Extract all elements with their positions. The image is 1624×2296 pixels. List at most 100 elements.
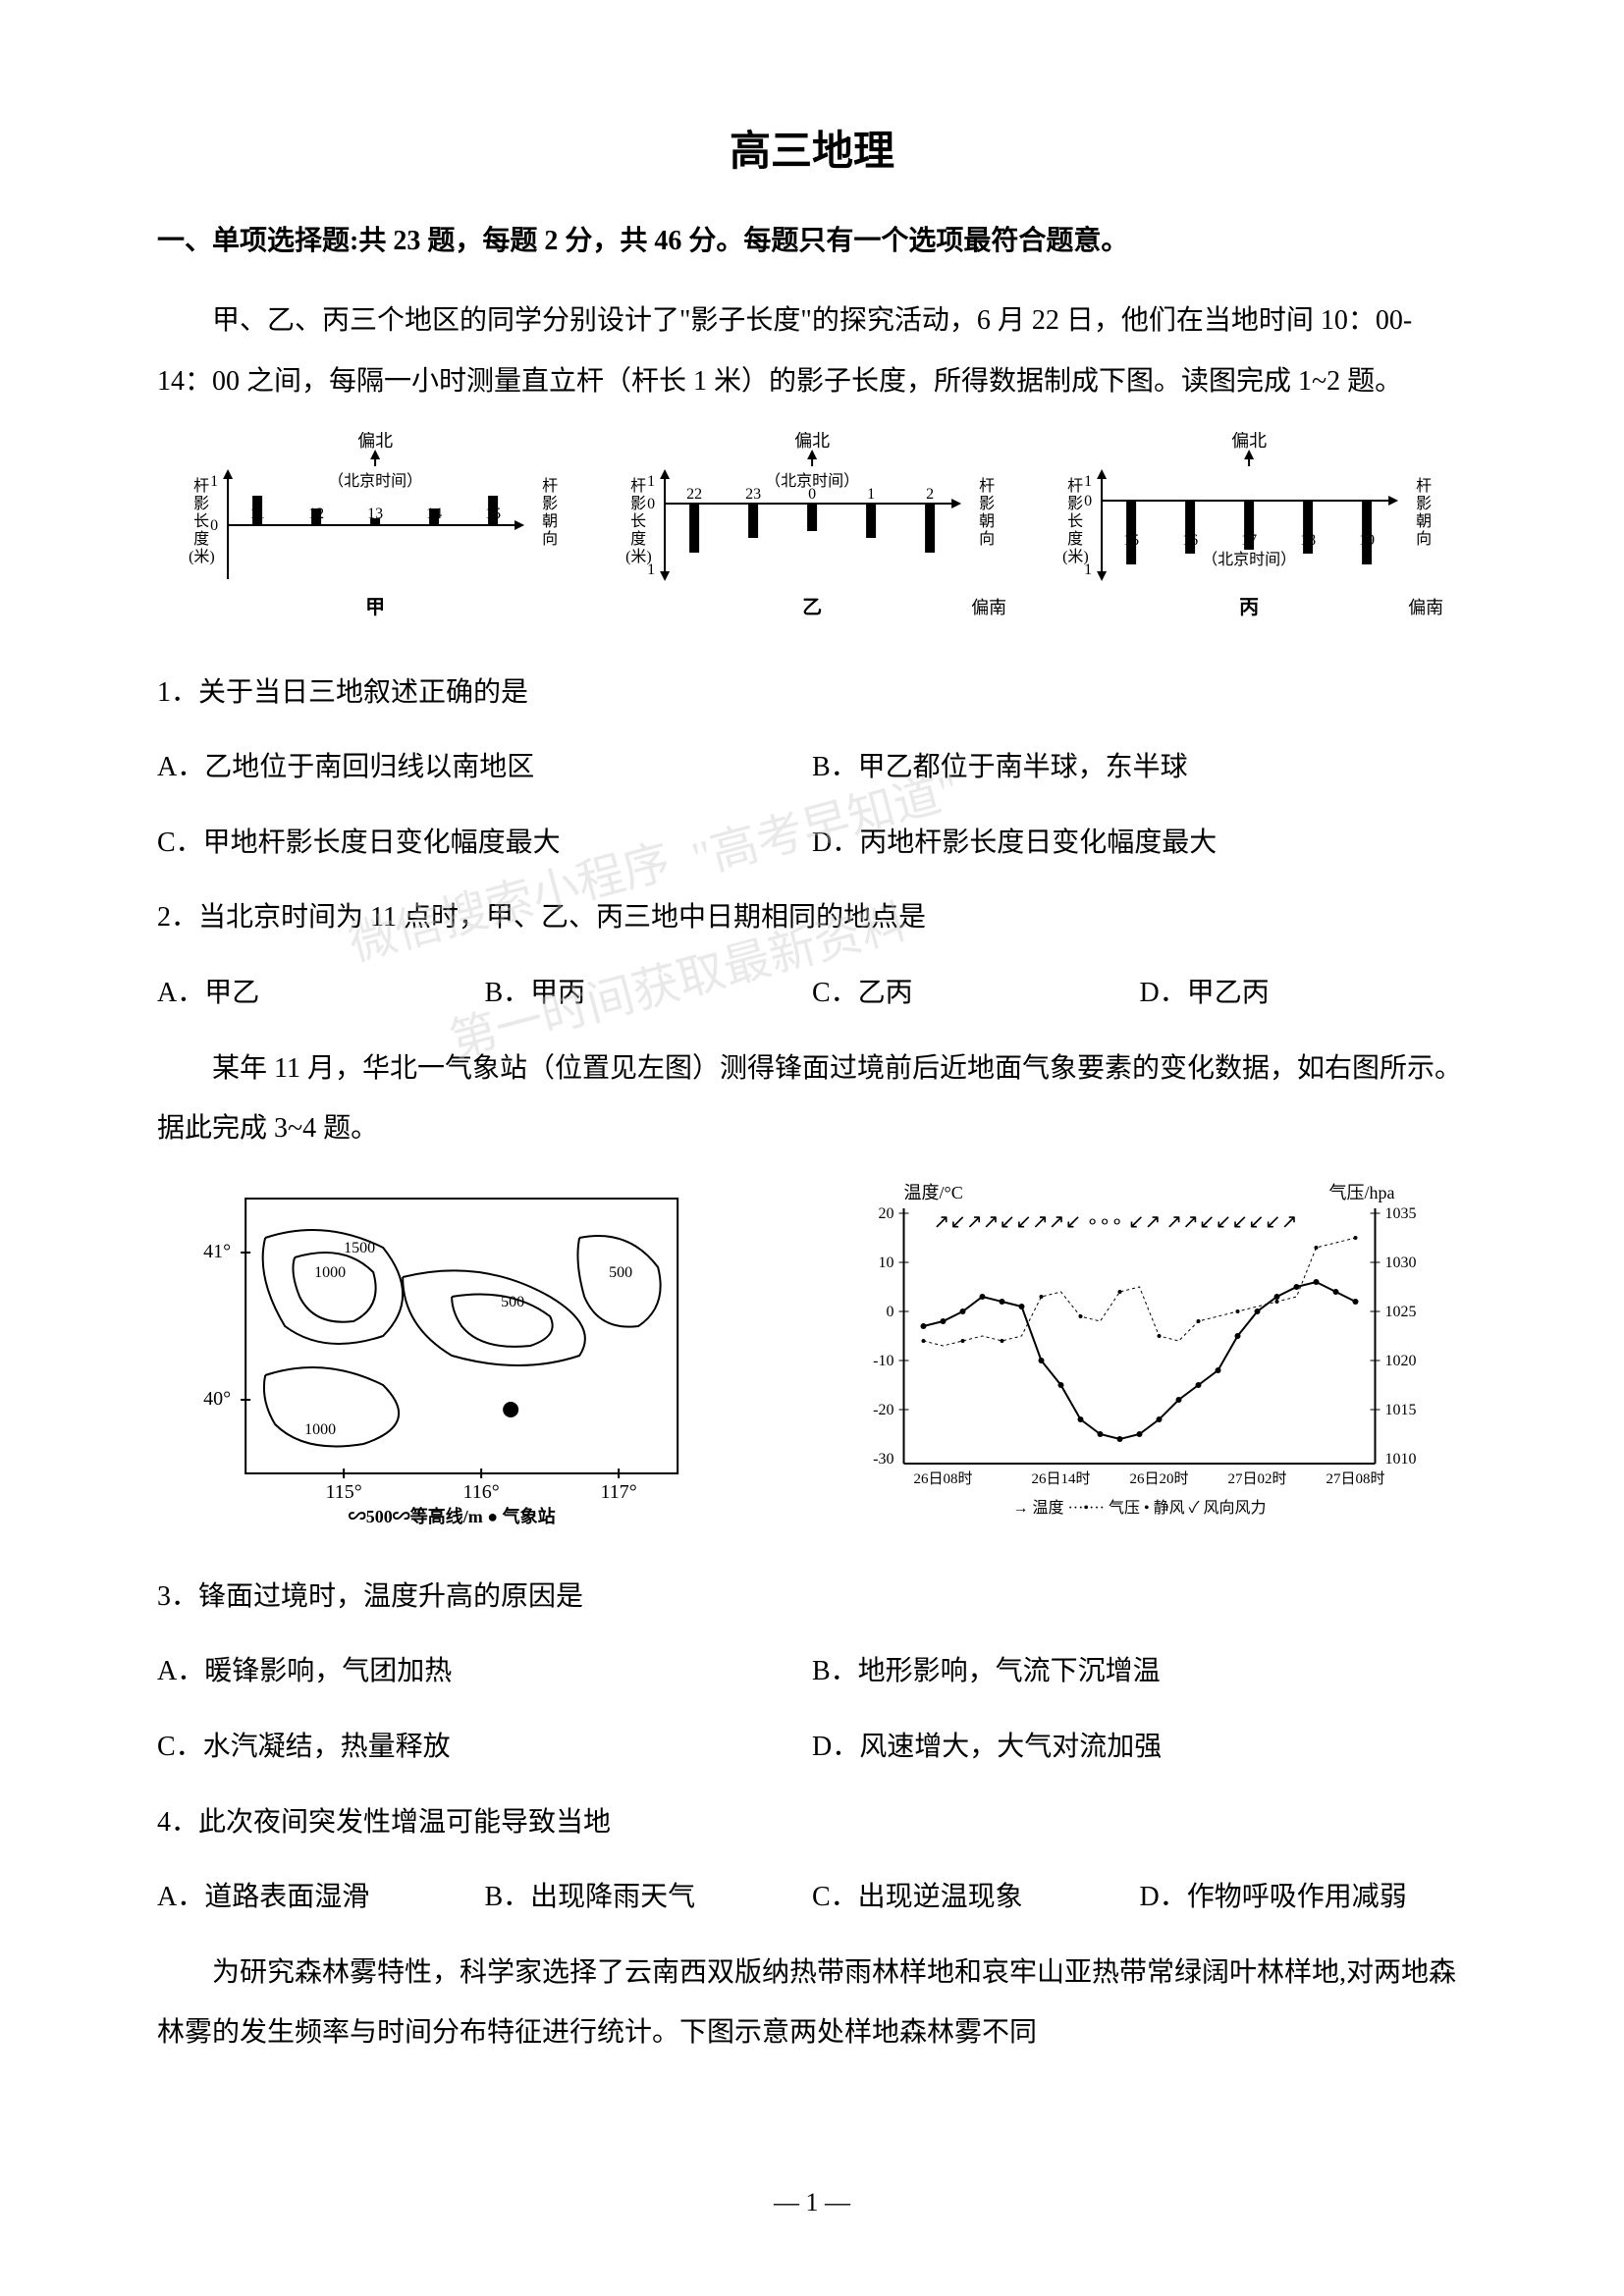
q3-option-d: D．风速增大，大气对流加强 bbox=[812, 1717, 1467, 1778]
svg-text:116°: 116° bbox=[463, 1481, 500, 1503]
svg-text:40°: 40° bbox=[203, 1388, 231, 1410]
y-axis-label: 杆 bbox=[193, 477, 209, 495]
svg-text:∽500∽等高线/m ● 气象站: ∽500∽等高线/m ● 气象站 bbox=[349, 1506, 556, 1526]
q3-option-b: B．地形影响，气流下沉增温 bbox=[812, 1641, 1467, 1702]
svg-text:朝: 朝 bbox=[979, 512, 995, 530]
svg-text:（北京时间）: （北京时间） bbox=[1202, 551, 1296, 568]
q2-option-c: C．乙丙 bbox=[812, 963, 1140, 1024]
svg-text:度: 度 bbox=[1067, 530, 1083, 548]
svg-text:→ 温度 ···•··· 气压 • 静风 ✓ 风向风力: → 温度 ···•··· 气压 • 静风 ✓ 风向风力 bbox=[1012, 1499, 1266, 1517]
svg-text:26日08时: 26日08时 bbox=[913, 1470, 972, 1487]
map-graph-container: 41° 40° 115° 116° 117° 1000 1500 500 100… bbox=[157, 1179, 1467, 1537]
q4-option-d: D．作物呼吸作用减弱 bbox=[1140, 1867, 1468, 1928]
page-title: 高三地理 bbox=[157, 118, 1467, 178]
svg-text:22: 22 bbox=[686, 486, 702, 503]
intro-2: 某年 11 月，华北一气象站（位置见左图）测得锋面过境前后近地面气象要素的变化数… bbox=[157, 1039, 1467, 1159]
q4-option-b: B．出现降雨天气 bbox=[485, 1867, 813, 1928]
svg-text:117°: 117° bbox=[601, 1481, 637, 1503]
svg-text:1020: 1020 bbox=[1385, 1353, 1417, 1369]
svg-text:影: 影 bbox=[1067, 495, 1083, 512]
svg-text:向: 向 bbox=[979, 530, 995, 548]
svg-text:↗↙↗↗↙↙↗↗↙ ∘∘∘ ↙↗ ↗↗↙↙↙↙↙↗: ↗↙↗↗↙↙↗↗↙ ∘∘∘ ↙↗ ↗↗↙↙↙↙↙↗ bbox=[934, 1211, 1298, 1233]
topographic-map: 41° 40° 115° 116° 117° 1000 1500 500 100… bbox=[157, 1179, 746, 1537]
svg-text:2: 2 bbox=[926, 486, 934, 503]
q1-option-d: D．丙地杆影长度日变化幅度最大 bbox=[812, 813, 1467, 874]
chart-direction-top: 偏北 bbox=[357, 432, 393, 451]
q4-option-a: A．道路表面湿滑 bbox=[157, 1867, 485, 1928]
svg-text:偏北: 偏北 bbox=[794, 432, 830, 451]
svg-text:丙: 丙 bbox=[1239, 597, 1259, 618]
y-axis-label: (米) bbox=[189, 548, 215, 565]
svg-text:杆: 杆 bbox=[630, 477, 646, 495]
svg-text:115°: 115° bbox=[326, 1481, 362, 1503]
svg-text:-30: -30 bbox=[873, 1451, 893, 1468]
svg-text:1: 1 bbox=[210, 473, 218, 490]
y-axis-label: 长 bbox=[193, 512, 209, 530]
svg-text:26日14时: 26日14时 bbox=[1031, 1470, 1090, 1487]
y-axis-label: 度 bbox=[193, 530, 209, 548]
svg-text:1035: 1035 bbox=[1385, 1205, 1417, 1222]
svg-text:影: 影 bbox=[979, 495, 995, 512]
svg-text:26日20时: 26日20时 bbox=[1129, 1470, 1188, 1487]
svg-text:1000: 1000 bbox=[314, 1264, 346, 1281]
svg-text:乙: 乙 bbox=[802, 597, 822, 618]
svg-text:杆: 杆 bbox=[1067, 477, 1083, 495]
svg-text:1500: 1500 bbox=[344, 1240, 375, 1256]
q3-option-a: A．暖锋影响，气团加热 bbox=[157, 1641, 812, 1702]
svg-text:0: 0 bbox=[210, 517, 218, 534]
q4-options: A．道路表面湿滑 B．出现降雨天气 C．出现逆温现象 D．作物呼吸作用减弱 bbox=[157, 1867, 1467, 1928]
svg-text:长: 长 bbox=[1067, 512, 1083, 530]
q3-text: 3．锋面过境时，温度升高的原因是 bbox=[157, 1567, 1467, 1628]
svg-text:0: 0 bbox=[1084, 493, 1092, 509]
q1-options-row1: A．乙地位于南回归线以南地区 B．甲乙都位于南半球，东半球 bbox=[157, 737, 1467, 798]
q2-options: A．甲乙 B．甲丙 C．乙丙 D．甲乙丙 bbox=[157, 963, 1467, 1024]
svg-text:1: 1 bbox=[1084, 473, 1092, 490]
svg-text:影: 影 bbox=[630, 495, 646, 512]
q1-option-c: C．甲地杆影长度日变化幅度最大 bbox=[157, 813, 812, 874]
svg-text:20: 20 bbox=[879, 1205, 894, 1222]
intro-3: 为研究森林雾特性，科学家选择了云南西双版纳热带雨林样地和哀牢山亚热带常绿阔叶林样… bbox=[157, 1943, 1467, 2063]
q1-option-a: A．乙地位于南回归线以南地区 bbox=[157, 737, 812, 798]
svg-text:杆: 杆 bbox=[979, 477, 995, 495]
shadow-charts-container: 偏北 杆 影 长 度 (米) 1 0 （北京时间） 11 12 13 14 15 bbox=[157, 432, 1467, 633]
svg-text:0: 0 bbox=[887, 1304, 894, 1320]
q3-option-c: C．水汽凝结，热量释放 bbox=[157, 1717, 812, 1778]
svg-text:偏南: 偏南 bbox=[971, 598, 1006, 617]
q1-text: 1．关于当日三地叙述正确的是 bbox=[157, 663, 1467, 723]
q4-text: 4．此次夜间突发性增温可能导致当地 bbox=[157, 1792, 1467, 1853]
svg-text:1015: 1015 bbox=[1385, 1402, 1417, 1418]
svg-text:1: 1 bbox=[647, 473, 655, 490]
section-header: 一、单项选择题:共 23 题，每题 2 分，共 46 分。每题只有一个选项最符合… bbox=[157, 217, 1467, 266]
svg-text:500: 500 bbox=[609, 1264, 632, 1281]
shadow-chart-a: 偏北 杆 影 长 度 (米) 1 0 （北京时间） 11 12 13 14 15 bbox=[179, 432, 571, 633]
shadow-chart-c: 偏北 杆 影 长 度 (米) 1 0 1 15 16 17 18 19 （北京时… bbox=[1053, 432, 1445, 633]
q2-option-b: B．甲丙 bbox=[485, 963, 813, 1024]
svg-text:长: 长 bbox=[630, 512, 646, 530]
svg-text:10: 10 bbox=[879, 1255, 894, 1271]
svg-text:向: 向 bbox=[1416, 530, 1432, 548]
q2-text: 2．当北京时间为 11 点时，甲、乙、丙三地中日期相同的地点是 bbox=[157, 887, 1467, 948]
weather-graph: 温度/°C 气压/hpa 20 10 0 -10 -20 -30 1035 10… bbox=[812, 1179, 1467, 1537]
q4-option-c: C．出现逆温现象 bbox=[812, 1867, 1140, 1928]
svg-text:气压/hpa: 气压/hpa bbox=[1329, 1183, 1395, 1202]
q2-option-d: D．甲乙丙 bbox=[1140, 963, 1468, 1024]
svg-text:（北京时间）: （北京时间） bbox=[328, 472, 422, 490]
svg-text:-20: -20 bbox=[873, 1402, 893, 1418]
svg-text:杆: 杆 bbox=[1416, 477, 1432, 495]
svg-text:27日08时: 27日08时 bbox=[1326, 1470, 1384, 1487]
svg-text:0: 0 bbox=[647, 496, 655, 512]
svg-text:朝: 朝 bbox=[542, 512, 558, 530]
q1-options-row2: C．甲地杆影长度日变化幅度最大 D．丙地杆影长度日变化幅度最大 bbox=[157, 813, 1467, 874]
svg-text:23: 23 bbox=[745, 486, 761, 503]
svg-text:影: 影 bbox=[1416, 495, 1432, 512]
intro-1: 甲、乙、丙三个地区的同学分别设计了"影子长度"的探究活动，6 月 22 日，他们… bbox=[157, 291, 1467, 411]
shadow-chart-b: 偏北 杆 影 长 度 (米) 1 0 1 （北京时间） 22 23 0 1 2 bbox=[616, 432, 1008, 633]
svg-text:27日02时: 27日02时 bbox=[1227, 1470, 1286, 1487]
svg-text:温度/°C: 温度/°C bbox=[904, 1183, 963, 1202]
svg-text:杆: 杆 bbox=[542, 477, 558, 495]
svg-text:-10: -10 bbox=[873, 1353, 893, 1369]
svg-text:1010: 1010 bbox=[1385, 1451, 1417, 1468]
svg-text:甲: 甲 bbox=[365, 597, 385, 618]
y-axis-label: 影 bbox=[193, 495, 209, 512]
q3-options-row1: A．暖锋影响，气团加热 B．地形影响，气流下沉增温 bbox=[157, 1641, 1467, 1702]
